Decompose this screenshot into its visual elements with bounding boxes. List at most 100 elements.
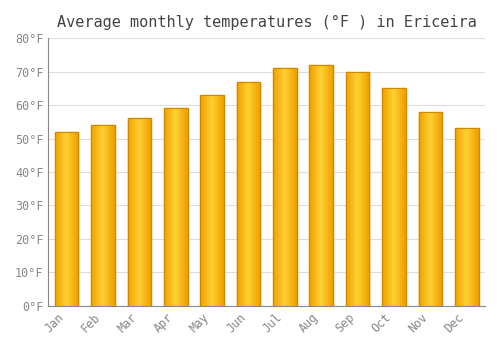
Bar bbox=[212, 95, 213, 306]
Bar bbox=[77, 132, 78, 306]
Bar bbox=[106, 125, 107, 306]
Bar bbox=[467, 128, 468, 306]
Bar bbox=[477, 128, 478, 306]
Bar bbox=[252, 82, 253, 306]
Bar bbox=[396, 88, 397, 306]
Bar bbox=[94, 125, 95, 306]
Bar bbox=[74, 132, 75, 306]
Bar bbox=[129, 118, 130, 306]
Bar bbox=[146, 118, 147, 306]
Bar bbox=[393, 88, 394, 306]
Bar bbox=[258, 82, 260, 306]
Bar bbox=[455, 128, 478, 306]
Bar bbox=[394, 88, 395, 306]
Bar bbox=[170, 108, 171, 306]
Bar bbox=[383, 88, 384, 306]
Bar bbox=[286, 68, 287, 306]
Bar bbox=[91, 125, 92, 306]
Bar bbox=[273, 68, 274, 306]
Bar bbox=[459, 128, 460, 306]
Bar bbox=[421, 112, 422, 306]
Bar bbox=[54, 132, 78, 306]
Bar bbox=[217, 95, 218, 306]
Bar bbox=[429, 112, 430, 306]
Bar bbox=[110, 125, 111, 306]
Bar bbox=[250, 82, 251, 306]
Bar bbox=[138, 118, 140, 306]
Bar bbox=[58, 132, 59, 306]
Bar bbox=[142, 118, 144, 306]
Bar bbox=[397, 88, 398, 306]
Bar bbox=[276, 68, 277, 306]
Title: Average monthly temperatures (°F ) in Ericeira: Average monthly temperatures (°F ) in Er… bbox=[57, 15, 476, 30]
Bar bbox=[60, 132, 61, 306]
Bar bbox=[288, 68, 289, 306]
Bar bbox=[201, 95, 202, 306]
Bar bbox=[440, 112, 442, 306]
Bar bbox=[354, 72, 356, 306]
Bar bbox=[277, 68, 278, 306]
Bar bbox=[184, 108, 185, 306]
Bar bbox=[148, 118, 149, 306]
Bar bbox=[284, 68, 285, 306]
Bar bbox=[462, 128, 463, 306]
Bar bbox=[310, 65, 333, 306]
Bar bbox=[186, 108, 187, 306]
Bar bbox=[349, 72, 350, 306]
Bar bbox=[405, 88, 406, 306]
Bar bbox=[395, 88, 396, 306]
Bar bbox=[133, 118, 134, 306]
Bar bbox=[247, 82, 248, 306]
Bar bbox=[219, 95, 220, 306]
Bar bbox=[388, 88, 390, 306]
Bar bbox=[167, 108, 168, 306]
Bar bbox=[147, 118, 148, 306]
Bar bbox=[73, 132, 74, 306]
Bar bbox=[107, 125, 108, 306]
Bar bbox=[75, 132, 76, 306]
Bar bbox=[180, 108, 181, 306]
Bar bbox=[314, 65, 315, 306]
Bar bbox=[69, 132, 70, 306]
Bar bbox=[438, 112, 439, 306]
Bar bbox=[130, 118, 132, 306]
Bar bbox=[168, 108, 170, 306]
Bar bbox=[176, 108, 178, 306]
Bar bbox=[312, 65, 314, 306]
Bar bbox=[287, 68, 288, 306]
Bar bbox=[466, 128, 467, 306]
Bar bbox=[70, 132, 72, 306]
Bar bbox=[435, 112, 436, 306]
Bar bbox=[181, 108, 182, 306]
Bar bbox=[316, 65, 318, 306]
Bar bbox=[164, 108, 188, 306]
Bar bbox=[145, 118, 146, 306]
Bar bbox=[357, 72, 358, 306]
Bar bbox=[257, 82, 258, 306]
Bar bbox=[240, 82, 242, 306]
Bar bbox=[346, 72, 348, 306]
Bar bbox=[352, 72, 353, 306]
Bar bbox=[469, 128, 470, 306]
Bar bbox=[221, 95, 222, 306]
Bar bbox=[464, 128, 465, 306]
Bar bbox=[182, 108, 183, 306]
Bar bbox=[361, 72, 362, 306]
Bar bbox=[185, 108, 186, 306]
Bar bbox=[72, 132, 73, 306]
Bar bbox=[384, 88, 386, 306]
Bar bbox=[428, 112, 429, 306]
Bar bbox=[424, 112, 425, 306]
Bar bbox=[292, 68, 293, 306]
Bar bbox=[367, 72, 368, 306]
Bar bbox=[206, 95, 208, 306]
Bar bbox=[256, 82, 257, 306]
Bar bbox=[208, 95, 209, 306]
Bar bbox=[291, 68, 292, 306]
Bar bbox=[141, 118, 142, 306]
Bar bbox=[348, 72, 349, 306]
Bar bbox=[390, 88, 391, 306]
Bar bbox=[103, 125, 104, 306]
Bar bbox=[382, 88, 383, 306]
Bar bbox=[238, 82, 239, 306]
